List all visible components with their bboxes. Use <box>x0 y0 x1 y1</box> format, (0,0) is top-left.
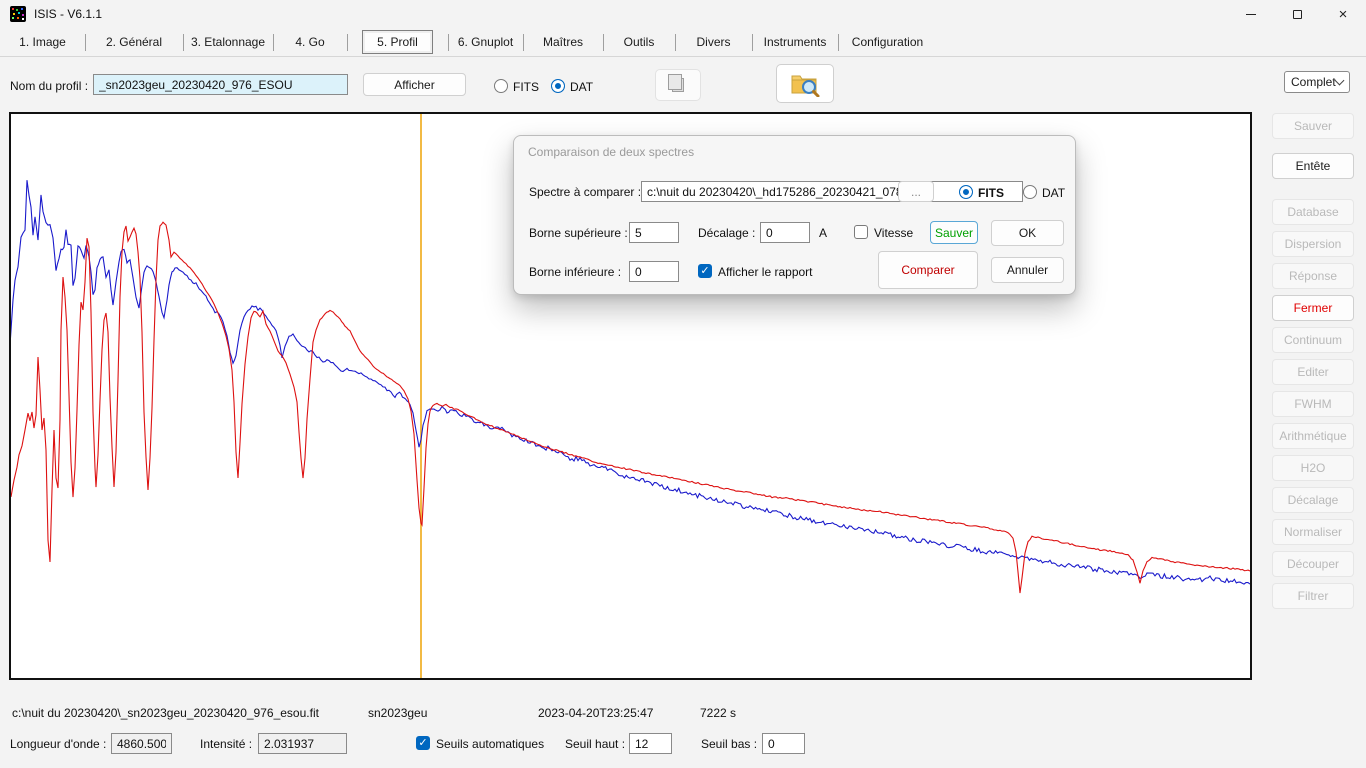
comparison-dialog: Comparaison de deux spectres Spectre à c… <box>513 135 1076 295</box>
status-object-name: sn2023geu <box>368 706 427 720</box>
borne-sup-label: Borne supérieure : <box>529 226 628 240</box>
dat-radio[interactable] <box>551 79 565 93</box>
sidebar-database-button[interactable]: Database <box>1272 199 1354 225</box>
sidebar-continuum-button[interactable]: Continuum <box>1272 327 1354 353</box>
copy-button[interactable] <box>655 69 701 101</box>
tab-etalonnage[interactable]: 3. Etalonnage <box>183 28 273 57</box>
intensity-field <box>258 733 347 754</box>
wavelength-label: Longueur d'onde : <box>10 737 106 751</box>
tab-go[interactable]: 4. Go <box>273 28 347 57</box>
dialog-sauver-button[interactable]: Sauver <box>930 221 978 244</box>
tab-instruments[interactable]: Instruments <box>752 28 838 57</box>
browse-button[interactable]: ... <box>898 181 934 202</box>
low-threshold-input[interactable] <box>762 733 805 754</box>
isis-app-window: ISIS - V6.1.1 × 1. Image 2. Général 3. E… <box>0 0 1366 768</box>
sidebar-normaliser-button[interactable]: Normaliser <box>1272 519 1354 545</box>
sidebar-reponse-button[interactable]: Réponse <box>1272 263 1354 289</box>
main-tab-bar: 1. Image 2. Général 3. Etalonnage 4. Go … <box>0 28 1366 57</box>
decalage-label: Décalage : <box>698 226 755 240</box>
tab-profil[interactable]: 5. Profil <box>347 28 448 57</box>
sidebar-editer-button[interactable]: Editer <box>1272 359 1354 385</box>
view-mode-value: Complet <box>1291 75 1336 89</box>
auto-thresholds-checkbox[interactable]: ✓ <box>416 736 430 750</box>
ok-button[interactable]: OK <box>991 220 1064 246</box>
title-bar: ISIS - V6.1.1 × <box>0 0 1366 28</box>
chevron-down-icon <box>1335 75 1345 85</box>
rapport-label: Afficher le rapport <box>718 265 813 279</box>
restore-icon <box>1293 10 1302 19</box>
sidebar-fwhm-button[interactable]: FWHM <box>1272 391 1354 417</box>
view-mode-select[interactable]: Complet <box>1284 71 1350 93</box>
dialog-title: Comparaison de deux spectres <box>528 145 694 159</box>
afficher-button[interactable]: Afficher <box>363 73 466 96</box>
status-exposure: 7222 s <box>700 706 736 720</box>
tab-divers[interactable]: Divers <box>675 28 752 57</box>
app-icon <box>10 6 26 22</box>
borne-sup-input[interactable] <box>629 222 679 243</box>
sidebar-h2o-button[interactable]: H2O <box>1272 455 1354 481</box>
auto-thresholds-label: Seuils automatiques <box>436 737 544 751</box>
dat-radio-label: DAT <box>570 80 593 94</box>
sidebar-arithmetique-button[interactable]: Arithmétique <box>1272 423 1354 449</box>
minimize-button[interactable] <box>1228 0 1274 28</box>
vitesse-label: Vitesse <box>874 226 913 240</box>
sidebar-decouper-button[interactable]: Découper <box>1272 551 1354 577</box>
rapport-checkbox[interactable]: ✓ <box>698 264 712 278</box>
dialog-dat-radio[interactable] <box>1023 185 1037 199</box>
restore-button[interactable] <box>1274 0 1320 28</box>
comparer-button[interactable]: Comparer <box>878 251 978 289</box>
profile-name-input[interactable] <box>93 74 348 95</box>
minimize-icon <box>1246 14 1256 15</box>
tab-image[interactable]: 1. Image <box>0 28 85 57</box>
close-button[interactable]: × <box>1320 0 1366 28</box>
dialog-fits-radio[interactable] <box>959 185 973 199</box>
low-threshold-label: Seuil bas : <box>701 737 757 751</box>
wavelength-field <box>111 733 172 754</box>
decalage-input[interactable] <box>760 222 810 243</box>
sidebar-filtrer-button[interactable]: Filtrer <box>1272 583 1354 609</box>
fits-radio-label: FITS <box>513 80 539 94</box>
window-title: ISIS - V6.1.1 <box>34 7 102 21</box>
high-threshold-input[interactable] <box>629 733 672 754</box>
copy-icon <box>672 78 684 92</box>
tab-configuration[interactable]: Configuration <box>838 28 937 57</box>
tab-general[interactable]: 2. Général <box>85 28 183 57</box>
profile-name-label: Nom du profil : <box>10 79 88 93</box>
tab-gnuplot[interactable]: 6. Gnuplot <box>448 28 523 57</box>
vitesse-checkbox[interactable]: ✓ <box>854 225 868 239</box>
angstrom-unit-label: A <box>819 226 827 240</box>
sidebar-dispersion-button[interactable]: Dispersion <box>1272 231 1354 257</box>
status-datetime: 2023-04-20T23:25:47 <box>538 706 653 720</box>
compare-label: Spectre à comparer : <box>529 185 641 199</box>
sidebar-fermer-button[interactable]: Fermer <box>1272 295 1354 321</box>
intensity-label: Intensité : <box>200 737 252 751</box>
open-profile-button[interactable] <box>776 64 834 103</box>
close-icon: × <box>1339 7 1348 22</box>
sidebar-entete-button[interactable]: Entête <box>1272 153 1354 179</box>
dialog-dat-label: DAT <box>1042 186 1065 200</box>
high-threshold-label: Seuil haut : <box>565 737 625 751</box>
fits-radio[interactable] <box>494 79 508 93</box>
sidebar-decalage-button[interactable]: Décalage <box>1272 487 1354 513</box>
dialog-fits-label: FITS <box>978 186 1004 200</box>
annuler-button[interactable]: Annuler <box>991 257 1064 283</box>
status-file-path: c:\nuit du 20230420\_sn2023geu_20230420_… <box>12 706 319 720</box>
folder-search-icon <box>790 71 820 97</box>
tab-maitres[interactable]: Maîtres <box>523 28 603 57</box>
tab-outils[interactable]: Outils <box>603 28 675 57</box>
borne-inf-label: Borne inférieure : <box>529 265 621 279</box>
borne-inf-input[interactable] <box>629 261 679 282</box>
sidebar-sauver-button[interactable]: Sauver <box>1272 113 1354 139</box>
